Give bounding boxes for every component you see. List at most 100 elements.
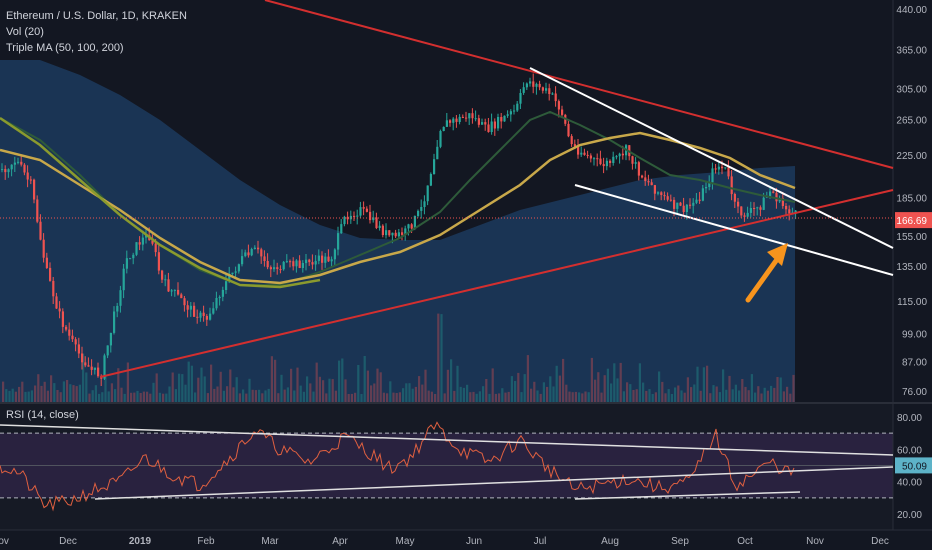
- volume-bar: [722, 369, 725, 402]
- resistance-trendline: [264, 0, 894, 169]
- candle: [567, 123, 570, 137]
- candle: [199, 312, 202, 318]
- triple-ma-indicator-label[interactable]: Triple MA (50, 100, 200): [6, 42, 124, 54]
- volume-bar: [194, 392, 197, 402]
- candle: [749, 208, 752, 213]
- candle: [234, 271, 237, 273]
- volume-indicator-label[interactable]: Vol (20): [6, 26, 44, 38]
- candle: [189, 305, 192, 310]
- volume-bar: [146, 391, 149, 402]
- volume-bar: [344, 379, 347, 402]
- candle: [701, 188, 704, 201]
- candle: [471, 113, 474, 119]
- volume-bar: [744, 386, 747, 402]
- candle: [711, 168, 714, 183]
- candle: [77, 344, 80, 354]
- wedge-lower-line: [574, 184, 894, 276]
- candle: [506, 114, 509, 116]
- candle: [740, 206, 743, 216]
- candle: [500, 117, 503, 122]
- volume-bar: [66, 380, 69, 402]
- price-tick-label: 365.00: [896, 46, 927, 57]
- volume-bar: [466, 384, 469, 402]
- candle: [333, 249, 336, 260]
- volume-bar: [72, 385, 75, 402]
- candle: [71, 335, 74, 340]
- volume-bar: [552, 386, 555, 402]
- volume-bar: [600, 392, 603, 402]
- candle: [545, 88, 548, 91]
- candle: [461, 116, 464, 118]
- candle: [157, 252, 160, 271]
- volume-bar: [187, 361, 190, 402]
- volume-bar: [632, 390, 635, 402]
- candle: [429, 174, 432, 186]
- candle: [663, 195, 666, 197]
- candle: [653, 185, 656, 194]
- volume-bar: [75, 386, 78, 402]
- rsi-indicator-label[interactable]: RSI (14, close): [6, 409, 79, 421]
- volume-bar: [306, 376, 309, 402]
- candle: [241, 256, 244, 265]
- candle: [593, 158, 596, 160]
- candle: [644, 177, 647, 182]
- volume-bar: [408, 383, 411, 402]
- candle: [244, 252, 247, 257]
- volume-bar: [104, 376, 107, 402]
- volume-bar: [462, 387, 465, 402]
- candle: [391, 232, 394, 236]
- volume-bar: [786, 386, 789, 402]
- volume-bar: [395, 393, 398, 402]
- candle: [468, 113, 471, 119]
- candle: [87, 365, 90, 367]
- arrow-shaft: [745, 255, 781, 303]
- candle: [138, 242, 141, 245]
- candle: [93, 367, 96, 370]
- volume-bar: [130, 392, 133, 402]
- volume-bar: [750, 374, 753, 402]
- volume-bar: [610, 383, 613, 402]
- volume-bar: [613, 363, 616, 402]
- candle: [423, 201, 426, 207]
- candle: [106, 345, 109, 356]
- volume-bar: [501, 388, 504, 402]
- volume-bar: [622, 391, 625, 402]
- volume-bar: [258, 389, 261, 402]
- volume-bar: [482, 386, 485, 402]
- candle: [401, 232, 404, 235]
- time-tick-label: Mar: [261, 536, 279, 547]
- rsi-tick-label: 80.00: [897, 413, 922, 424]
- volume-bar: [715, 386, 718, 402]
- candle: [724, 167, 727, 169]
- candle: [685, 204, 688, 212]
- candle: [228, 274, 231, 282]
- candle: [269, 267, 272, 270]
- candle: [420, 207, 423, 211]
- volume-bar: [434, 394, 437, 402]
- candle: [340, 224, 343, 234]
- volume-bar: [526, 355, 529, 402]
- candle: [605, 160, 608, 167]
- candle: [289, 261, 292, 263]
- candle: [17, 161, 20, 163]
- volume-bar: [78, 384, 81, 402]
- volume-bar: [363, 356, 366, 402]
- volume-bar: [248, 378, 251, 402]
- candle: [503, 115, 506, 122]
- candle: [708, 182, 711, 187]
- candle: [282, 261, 285, 270]
- volume-bar: [293, 390, 296, 402]
- candle: [205, 316, 208, 320]
- candle: [65, 326, 68, 330]
- wedge-upper-line: [529, 67, 894, 249]
- candle: [554, 93, 557, 102]
- volume-bar: [213, 388, 216, 402]
- candle: [362, 207, 365, 209]
- candle: [717, 166, 720, 170]
- candle: [129, 258, 132, 260]
- volume-bar: [651, 394, 654, 402]
- volume-bar: [667, 389, 670, 402]
- support-trendline: [99, 189, 894, 378]
- candle: [577, 146, 580, 155]
